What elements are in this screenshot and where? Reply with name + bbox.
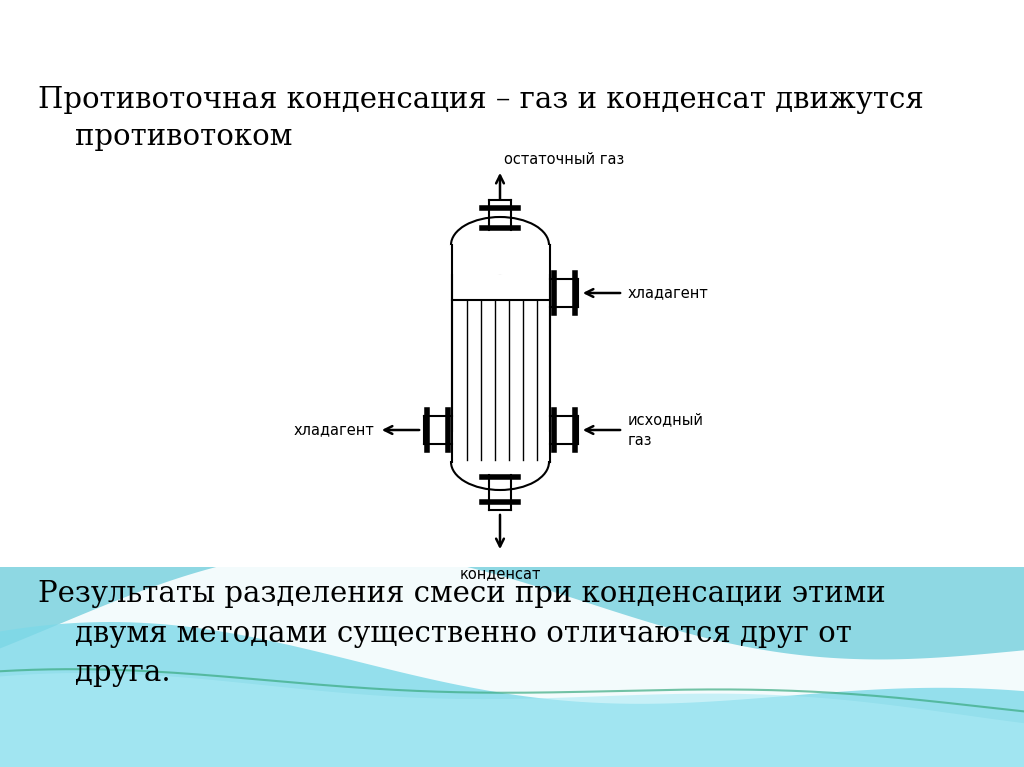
Text: остаточный газ: остаточный газ xyxy=(504,152,625,167)
Ellipse shape xyxy=(451,217,549,273)
Text: газ: газ xyxy=(628,433,652,448)
Text: исходный: исходный xyxy=(628,412,705,427)
Text: противотоком: противотоком xyxy=(38,123,293,151)
Text: Результаты разделения смеси при конденсации этими: Результаты разделения смеси при конденса… xyxy=(38,580,886,608)
Ellipse shape xyxy=(451,434,549,490)
Bar xyxy=(452,245,550,462)
Polygon shape xyxy=(0,673,1024,767)
Bar xyxy=(450,245,552,274)
Polygon shape xyxy=(0,551,1024,767)
Text: двумя методами существенно отличаются друг от: двумя методами существенно отличаются др… xyxy=(38,620,852,648)
Text: хладагент: хладагент xyxy=(293,423,374,437)
Bar xyxy=(450,432,552,461)
Polygon shape xyxy=(0,567,1024,767)
Text: друга.: друга. xyxy=(38,659,171,687)
Text: конденсат: конденсат xyxy=(460,566,541,581)
Text: хладагент: хладагент xyxy=(628,285,709,301)
Polygon shape xyxy=(0,622,1024,767)
Text: Противоточная конденсация – газ и конденсат движутся: Противоточная конденсация – газ и конден… xyxy=(38,86,924,114)
Polygon shape xyxy=(0,0,1024,137)
